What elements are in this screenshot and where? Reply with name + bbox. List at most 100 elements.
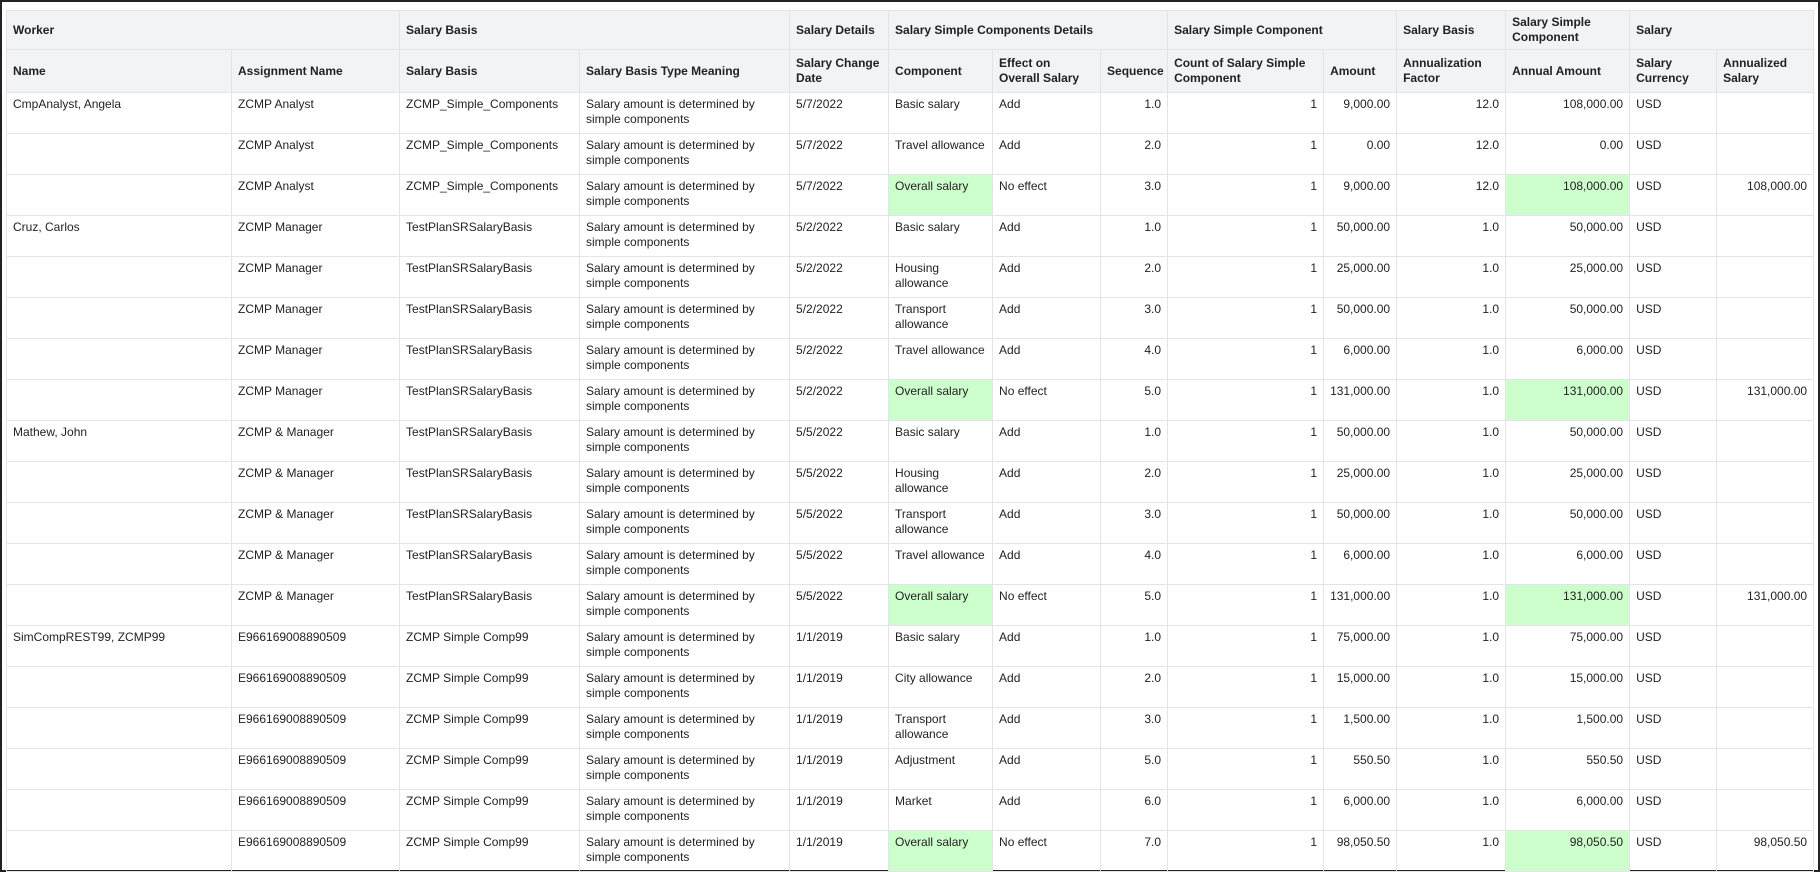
group-header: Salary Basis bbox=[1396, 10, 1507, 50]
column-header: Salary Currency bbox=[1629, 49, 1718, 93]
table-cell: 131,000.00 bbox=[1323, 379, 1398, 421]
table-cell: Add bbox=[992, 748, 1102, 790]
table-cell: 50,000.00 bbox=[1323, 420, 1398, 462]
table-cell: 131,000.00 bbox=[1505, 379, 1631, 421]
table-cell: 50,000.00 bbox=[1505, 420, 1631, 462]
table-cell: E966169008890509 bbox=[230, 748, 401, 790]
group-header: Salary Simple Component bbox=[1505, 10, 1631, 50]
table-cell bbox=[6, 379, 232, 421]
table-row: ZCMP & Manager TestPlanSRSalaryBasis Salar… bbox=[6, 502, 1815, 544]
table-cell: 50,000.00 bbox=[1505, 297, 1631, 339]
table-cell: 131,000.00 bbox=[1716, 379, 1815, 421]
table-cell: 6.0 bbox=[1100, 789, 1169, 831]
table-cell: 5/5/2022 bbox=[789, 502, 890, 544]
table-cell: ZCMP Analyst bbox=[230, 133, 401, 175]
table-cell: Salary amount is determined by simple co… bbox=[579, 461, 791, 503]
table-cell: 1.0 bbox=[1396, 338, 1507, 380]
table-cell: Salary amount is determined by simple co… bbox=[579, 92, 791, 134]
table-cell: 1.0 bbox=[1100, 92, 1169, 134]
table-cell: ZCMP & Manager bbox=[230, 584, 401, 626]
table-cell: 5/2/2022 bbox=[789, 256, 890, 298]
table-cell bbox=[1716, 256, 1815, 298]
table-cell: USD bbox=[1629, 174, 1718, 216]
table-cell: 12.0 bbox=[1396, 92, 1507, 134]
table-cell: 15,000.00 bbox=[1505, 666, 1631, 708]
table-cell: 108,000.00 bbox=[1716, 174, 1815, 216]
table-cell: 1 bbox=[1167, 92, 1325, 134]
table-cell: USD bbox=[1629, 666, 1718, 708]
table-cell: TestPlanSRSalaryBasis bbox=[399, 338, 581, 380]
table-cell: Cruz, Carlos bbox=[6, 215, 232, 257]
table-row: Mathew, John ZCMP & Manager TestPlanSRSala… bbox=[6, 420, 1815, 462]
table-cell: ZCMP & Manager bbox=[230, 543, 401, 585]
table-cell bbox=[6, 748, 232, 790]
table-cell: 6,000.00 bbox=[1505, 543, 1631, 585]
table-cell: 1 bbox=[1167, 297, 1325, 339]
table-cell: Add bbox=[992, 420, 1102, 462]
table-cell: 6,000.00 bbox=[1505, 338, 1631, 380]
table-cell: Salary amount is determined by simple co… bbox=[579, 543, 791, 585]
table-cell: Transport allowance bbox=[888, 502, 994, 544]
column-header: Name bbox=[6, 49, 232, 93]
table-cell: 5/5/2022 bbox=[789, 461, 890, 503]
table-cell bbox=[6, 789, 232, 831]
table-cell: Adjustment bbox=[888, 748, 994, 790]
table-cell: SimCompREST99, ZCMP99 bbox=[6, 625, 232, 667]
table-cell: 1 bbox=[1167, 256, 1325, 298]
table-cell: 1.0 bbox=[1396, 748, 1507, 790]
table-cell: 1.0 bbox=[1396, 256, 1507, 298]
table-cell: USD bbox=[1629, 133, 1718, 175]
table-cell: Market bbox=[888, 789, 994, 831]
table-cell: Salary amount is determined by simple co… bbox=[579, 256, 791, 298]
table-cell: ZCMP Manager bbox=[230, 215, 401, 257]
table-cell: 1 bbox=[1167, 666, 1325, 708]
table-cell: USD bbox=[1629, 379, 1718, 421]
table-cell: 1 bbox=[1167, 789, 1325, 831]
column-header-row: Name Assignment Name Salary Basis Salary Ba… bbox=[6, 49, 1815, 93]
table-cell bbox=[1716, 461, 1815, 503]
table-cell: 5/7/2022 bbox=[789, 92, 890, 134]
table-cell bbox=[1716, 707, 1815, 749]
table-cell: 1 bbox=[1167, 338, 1325, 380]
table-cell bbox=[6, 830, 232, 872]
table-row: ZCMP & Manager TestPlanSRSalaryBasis Salar… bbox=[6, 461, 1815, 503]
table-cell: Mathew, John bbox=[6, 420, 232, 462]
group-header: Salary Basis bbox=[399, 10, 791, 50]
table-row: ZCMP Manager TestPlanSRSalaryBasis Salary … bbox=[6, 379, 1815, 421]
table-cell: ZCMP Manager bbox=[230, 379, 401, 421]
table-cell: 9,000.00 bbox=[1323, 174, 1398, 216]
table-cell: Salary amount is determined by simple co… bbox=[579, 666, 791, 708]
table-cell: Salary amount is determined by simple co… bbox=[579, 379, 791, 421]
column-header: Amount bbox=[1323, 49, 1398, 93]
table-cell: Salary amount is determined by simple co… bbox=[579, 297, 791, 339]
table-cell: Overall salary bbox=[888, 379, 994, 421]
table-cell bbox=[1716, 133, 1815, 175]
table-cell: 2.0 bbox=[1100, 461, 1169, 503]
table-cell: Add bbox=[992, 297, 1102, 339]
table-cell: 5/5/2022 bbox=[789, 543, 890, 585]
table-cell: 3.0 bbox=[1100, 502, 1169, 544]
table-cell: TestPlanSRSalaryBasis bbox=[399, 379, 581, 421]
table-cell: USD bbox=[1629, 256, 1718, 298]
group-header: Salary Details bbox=[789, 10, 890, 50]
table-cell: Add bbox=[992, 666, 1102, 708]
table-row: ZCMP & Manager TestPlanSRSalaryBasis Salar… bbox=[6, 543, 1815, 585]
table-cell: ZCMP & Manager bbox=[230, 502, 401, 544]
table-cell: 1.0 bbox=[1396, 584, 1507, 626]
table-cell: ZCMP Simple Comp99 bbox=[399, 789, 581, 831]
table-cell: 1 bbox=[1167, 215, 1325, 257]
table-cell: TestPlanSRSalaryBasis bbox=[399, 215, 581, 257]
table-cell: 5.0 bbox=[1100, 584, 1169, 626]
table-cell: Travel allowance bbox=[888, 338, 994, 380]
table-cell: Basic salary bbox=[888, 420, 994, 462]
table-cell: 1 bbox=[1167, 584, 1325, 626]
table-row: ZCMP Analyst ZCMP_Simple_Components Salary… bbox=[6, 174, 1815, 216]
table-cell: CmpAnalyst, Angela bbox=[6, 92, 232, 134]
table-cell: 12.0 bbox=[1396, 174, 1507, 216]
table-cell bbox=[1716, 666, 1815, 708]
table-cell: 1.0 bbox=[1396, 707, 1507, 749]
column-header: Sequence bbox=[1100, 49, 1169, 93]
table-cell: 1 bbox=[1167, 625, 1325, 667]
column-header: Annualization Factor bbox=[1396, 49, 1507, 93]
